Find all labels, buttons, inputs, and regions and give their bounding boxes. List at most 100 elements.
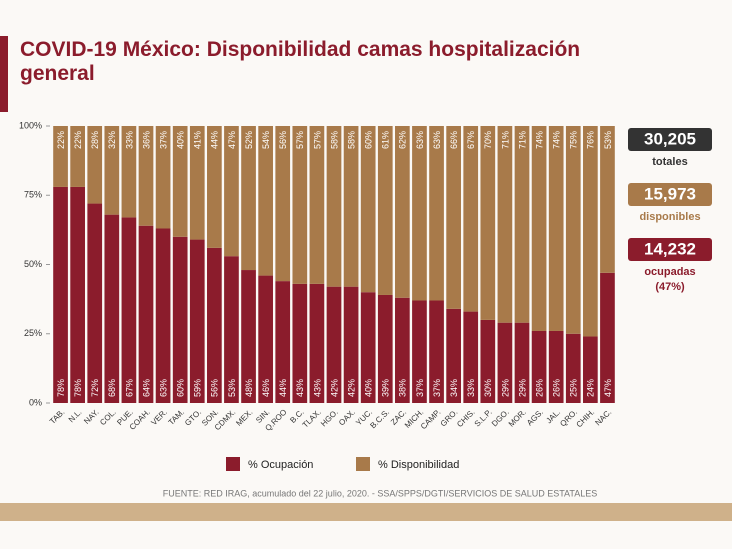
bar-segment: [395, 297, 410, 403]
bar-segment: [360, 292, 376, 403]
bar-segment: [326, 286, 342, 403]
chart-title: COVID-19 México: Disponibilidad camas ho…: [20, 38, 580, 85]
bar-segment: [258, 275, 273, 403]
bar-segment: [429, 300, 444, 403]
value-label: 37%: [432, 379, 442, 397]
bar-segment: [53, 126, 68, 187]
summary-box: [628, 238, 712, 261]
value-label: 67%: [466, 131, 476, 149]
summary-label: disponibles: [639, 211, 700, 223]
bar-segment: [377, 126, 393, 295]
value-label: 59%: [193, 379, 203, 397]
bar-segment: [189, 239, 205, 403]
y-tick-label: 75%: [24, 190, 42, 200]
value-label: 70%: [483, 131, 493, 149]
bar-segment: [87, 126, 103, 204]
value-label: 48%: [244, 379, 254, 397]
value-label: 76%: [586, 131, 596, 149]
value-label: 22%: [73, 131, 83, 149]
summary-value: 15,973: [644, 184, 696, 203]
bar-segment: [70, 186, 85, 403]
bar-segment: [412, 300, 427, 403]
value-label: 54%: [261, 131, 271, 149]
bar-segment: [497, 126, 513, 323]
bar-segment: [207, 247, 222, 403]
value-label: 58%: [329, 131, 339, 149]
summary-box: [628, 183, 712, 206]
bar-segment: [104, 126, 120, 215]
bar-segment: [326, 126, 342, 287]
value-label: 28%: [90, 131, 100, 149]
bar-segment: [155, 126, 171, 229]
summary-box: [628, 128, 712, 151]
bar-segment: [292, 283, 308, 403]
bar-segment: [463, 311, 479, 403]
value-label: 56%: [278, 131, 288, 149]
bar-segment: [497, 322, 513, 403]
accent-bar: [0, 36, 8, 112]
bar-segment: [343, 286, 359, 403]
value-label: 41%: [193, 131, 203, 149]
value-label: 40%: [364, 379, 374, 397]
bar-segment: [172, 236, 188, 403]
bar-segment: [514, 126, 530, 323]
bar-segment: [583, 336, 598, 403]
value-label: 26%: [534, 379, 544, 397]
value-label: 75%: [569, 131, 579, 149]
value-label: 46%: [261, 379, 271, 397]
value-label: 71%: [517, 131, 527, 149]
value-label: 63%: [415, 131, 425, 149]
bar-segment: [514, 322, 530, 403]
value-label: 29%: [500, 379, 510, 397]
legend-label: % Disponibilidad: [378, 459, 459, 471]
value-label: 47%: [227, 131, 237, 149]
bar-segment: [138, 225, 154, 403]
legend-label: % Ocupación: [248, 459, 313, 471]
value-label: 39%: [381, 379, 391, 397]
value-label: 33%: [466, 379, 476, 397]
bar-segment: [258, 126, 273, 276]
value-label: 66%: [449, 131, 459, 149]
value-label: 60%: [364, 131, 374, 149]
value-label: 53%: [227, 379, 237, 397]
value-label: 63%: [158, 379, 168, 397]
y-tick-label: 0%: [29, 397, 42, 407]
bar-segment: [241, 270, 256, 403]
value-label: 42%: [329, 379, 339, 397]
bar-segment: [600, 126, 615, 273]
value-label: 74%: [552, 131, 562, 149]
bar-segment: [275, 281, 291, 403]
value-label: 40%: [176, 131, 186, 149]
bar-segment: [53, 186, 68, 403]
bar-segment: [241, 126, 256, 271]
value-label: 24%: [586, 379, 596, 397]
value-label: 60%: [176, 379, 186, 397]
summary-note: (47%): [655, 281, 685, 293]
value-label: 42%: [346, 379, 356, 397]
bar-segment: [309, 126, 325, 284]
value-label: 74%: [534, 131, 544, 149]
value-label: 33%: [124, 131, 134, 149]
value-label: 44%: [278, 379, 288, 397]
value-label: 29%: [517, 379, 527, 397]
value-label: 53%: [603, 131, 613, 149]
bar-segment: [224, 126, 239, 257]
bar-segment: [548, 126, 564, 331]
bar-segment: [480, 319, 496, 403]
bar-segment: [172, 126, 188, 237]
bar-segment: [480, 126, 496, 320]
value-label: 72%: [90, 379, 100, 397]
value-label: 37%: [158, 131, 168, 149]
bar-segment: [377, 294, 393, 403]
bar-segment: [155, 228, 171, 403]
value-label: 47%: [603, 379, 613, 397]
value-label: 71%: [500, 131, 510, 149]
summary-value: 14,232: [644, 239, 696, 258]
bar-segment: [446, 308, 461, 403]
bar-segment: [531, 126, 547, 331]
summary-value: 30,205: [644, 129, 696, 148]
bar-segment: [531, 330, 547, 403]
value-label: 36%: [141, 131, 151, 149]
